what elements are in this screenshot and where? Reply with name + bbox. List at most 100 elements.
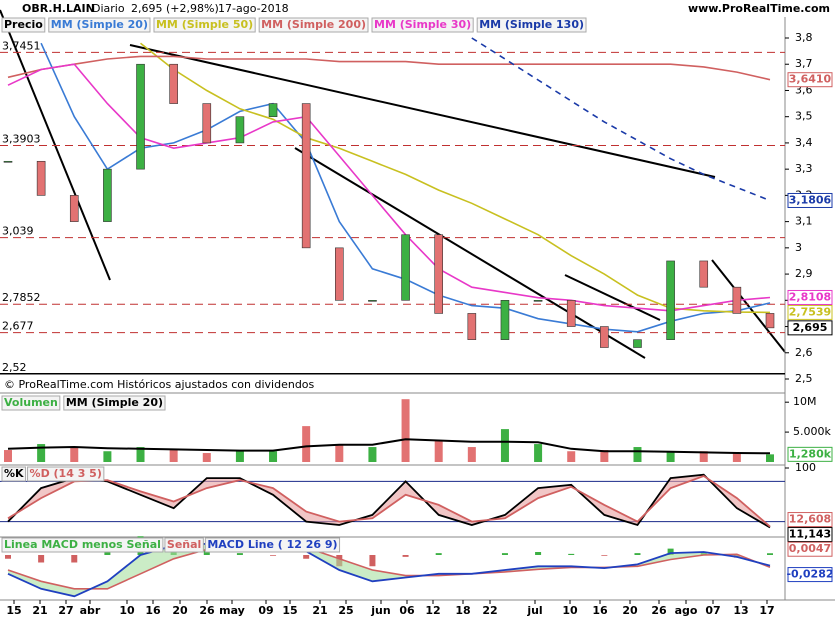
macd-histogram <box>402 555 409 557</box>
volume-bar <box>666 452 675 462</box>
volume-bar <box>169 450 178 462</box>
macd-histogram <box>568 553 575 555</box>
level-label: 2,677 <box>2 320 34 333</box>
legend-entry: MM (Simple 50) <box>156 18 253 31</box>
legend-entry: Linea MACD menos Señal <box>4 538 161 551</box>
candle <box>136 63 145 170</box>
volume-bar <box>500 429 509 462</box>
x-tick-label: 26 <box>651 604 667 617</box>
x-tick-label: abr <box>80 604 101 617</box>
x-tick-label: 13 <box>733 604 748 617</box>
trend-line <box>564 274 661 321</box>
candle <box>268 103 278 117</box>
legend-entry: Precio <box>4 18 43 31</box>
level-label: 3,3903 <box>2 132 41 145</box>
legend-entry: MM (Simple 30) <box>374 18 471 31</box>
volume-bar <box>699 451 708 462</box>
value-badge-label: -0,0282 <box>786 568 833 581</box>
candle <box>368 300 377 302</box>
macd-histogram <box>236 553 243 555</box>
y-tick-label: 3 <box>795 241 802 254</box>
volume-bar <box>202 453 211 462</box>
level-label: 3,039 <box>2 225 34 238</box>
value-badge-label: 3,6410 <box>789 73 832 86</box>
macd-histogram <box>634 553 641 555</box>
candle <box>566 300 576 327</box>
x-tick-label: 22 <box>482 604 497 617</box>
site: www.ProRealTime.com <box>688 2 830 15</box>
panel-borders <box>0 17 835 601</box>
legend-box <box>27 466 105 482</box>
value-badge <box>787 527 833 543</box>
value-badge <box>787 192 833 208</box>
x-tick-label: 26 <box>199 604 215 617</box>
candle <box>401 234 410 301</box>
volume-bar <box>335 444 344 462</box>
value-badge <box>787 512 833 528</box>
candle <box>765 313 775 329</box>
trend-line <box>129 44 716 178</box>
x-tick-label: 10 <box>119 604 135 617</box>
y-tick-label: 10M <box>793 395 817 408</box>
moving-average <box>7 63 771 312</box>
value-badge-label: 2,8108 <box>789 290 831 303</box>
y-tick-label: 3,1 <box>795 215 813 228</box>
candle <box>600 326 609 348</box>
period: Diario <box>92 2 125 15</box>
volume-bar <box>434 441 443 462</box>
y-tick-label: 3,8 <box>795 31 813 44</box>
legend-entry: MM (Simple 20) <box>66 396 163 409</box>
volume-bar <box>269 451 278 462</box>
legend-entry: MACD Line ( 12 26 9) <box>207 538 337 551</box>
value-badge-label: 11,143 <box>789 528 831 541</box>
candle <box>666 260 675 340</box>
trend-line <box>294 147 646 359</box>
value-badge <box>787 446 833 462</box>
value-badge <box>787 72 833 88</box>
candle <box>3 160 13 163</box>
date: 17-ago-2018 <box>218 2 289 15</box>
x-tick-label: jun <box>370 604 390 617</box>
value-badge-label: 2,7539 <box>789 305 831 318</box>
volume-bar <box>732 453 741 462</box>
macd-histogram <box>369 555 376 567</box>
moving-average <box>471 37 771 202</box>
legend-entry: %K <box>4 467 24 480</box>
legend-box <box>371 17 474 33</box>
x-tick-label: 20 <box>172 604 188 617</box>
macd-histogram <box>435 553 442 555</box>
value-badge <box>787 304 833 320</box>
x-tick-label: 06 <box>399 604 415 617</box>
candle <box>235 116 245 144</box>
legend-box <box>1 395 61 411</box>
macd-histogram <box>5 555 11 559</box>
x-tick-label: 16 <box>592 604 608 617</box>
stochastic-fill <box>8 474 770 528</box>
volume-bar <box>600 450 609 462</box>
y-tick-label: 2,6 <box>795 346 813 359</box>
x-tick-label: 16 <box>145 604 161 617</box>
macd-histogram <box>767 553 773 555</box>
legend-entry: MM (Simple 130) <box>479 18 584 31</box>
candle <box>467 313 477 340</box>
candle <box>732 286 742 314</box>
y-tick-label: 3,4 <box>795 136 813 149</box>
legend-entry: %D (14 3 5) <box>30 467 102 480</box>
legend-box <box>204 537 341 553</box>
y-tick-label: 100 <box>795 461 816 474</box>
y-tick-label: 5.000k <box>793 425 831 438</box>
candle <box>202 103 212 144</box>
candle <box>699 260 709 288</box>
x-tick-label: 21 <box>312 604 327 617</box>
legend-box <box>1 537 164 553</box>
value-badge <box>787 320 833 336</box>
candle <box>301 103 311 249</box>
x-tick-label: 10 <box>562 604 578 617</box>
macd-histogram <box>38 555 45 563</box>
value-badge-label: 0,0047 <box>789 542 831 555</box>
symbol: OBR.H.LAIN <box>22 2 95 15</box>
value-badge-label: 3,1806 <box>789 193 832 206</box>
macd-histogram <box>535 552 542 555</box>
volume-bar <box>4 450 12 462</box>
